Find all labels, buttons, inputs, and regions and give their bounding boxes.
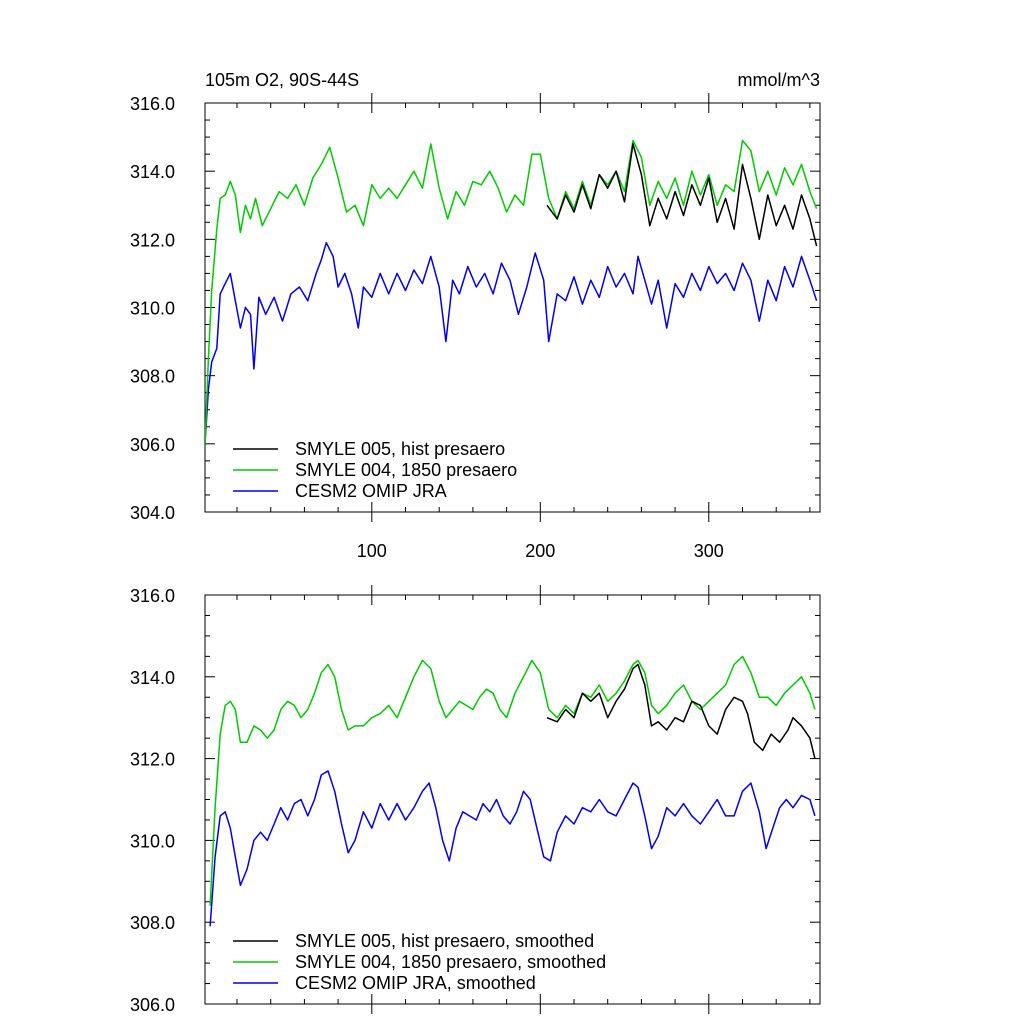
y-tick-label: 308.0 [130,913,175,933]
legend-entry: CESM2 OMIP JRA, smoothed [295,973,536,993]
top-series-group [205,139,818,444]
series-line-0 [546,143,818,247]
series-line-1 [205,139,818,444]
y-tick-label: 304.0 [130,503,175,523]
chart-title: 105m O2, 90S-44S [205,70,359,90]
x-tick-label: 100 [357,541,387,561]
y-tick-label: 310.0 [130,831,175,851]
y-tick-label: 310.0 [130,299,175,319]
x-tick-label: 300 [694,541,724,561]
y-tick-label: 316.0 [130,94,175,114]
top-panel: 105m O2, 90S-44S mmol/m^3 304.0 306.0 308.… [130,70,821,561]
y-tick-label: 306.0 [130,995,175,1015]
legend-entry: SMYLE 005, hist presaero, smoothed [295,931,594,951]
y-tick-label: 312.0 [130,230,175,250]
top-y-tick-labels: 304.0 306.0 308.0 310.0 312.0 314.0 316.0 [130,94,175,523]
y-tick-label: 314.0 [130,668,175,688]
y-tick-label: 316.0 [130,586,175,606]
top-x-tick-labels: 100 200 300 [357,541,724,561]
bottom-y-tick-labels: 306.0 308.0 310.0 312.0 314.0 316.0 [130,586,175,1015]
bottom-panel: 306.0 308.0 310.0 312.0 314.0 316.0 SMYLE 005… [130,585,821,1015]
legend-entry: CESM2 OMIP JRA [295,481,447,501]
legend-entry: SMYLE 004, 1850 presaero, smoothed [295,952,606,972]
units-label: mmol/m^3 [738,70,820,90]
top-axis-ticks [205,93,820,522]
y-tick-label: 312.0 [130,750,175,770]
series-line-0 [546,663,816,759]
legend-entry: SMYLE 005, hist presaero [295,439,505,459]
series-line-1 [209,655,816,906]
bottom-legend: SMYLE 005, hist presaero, smoothedSMYLE … [233,931,606,993]
legend-entry: SMYLE 004, 1850 presaero [295,460,517,480]
y-tick-label: 314.0 [130,162,175,182]
series-line-2 [205,241,818,444]
bottom-axis-ticks [205,585,820,1014]
y-tick-label: 308.0 [130,367,175,387]
series-line-2 [209,770,816,927]
y-tick-label: 306.0 [130,435,175,455]
x-tick-label: 200 [525,541,555,561]
bottom-series-group [209,655,816,927]
